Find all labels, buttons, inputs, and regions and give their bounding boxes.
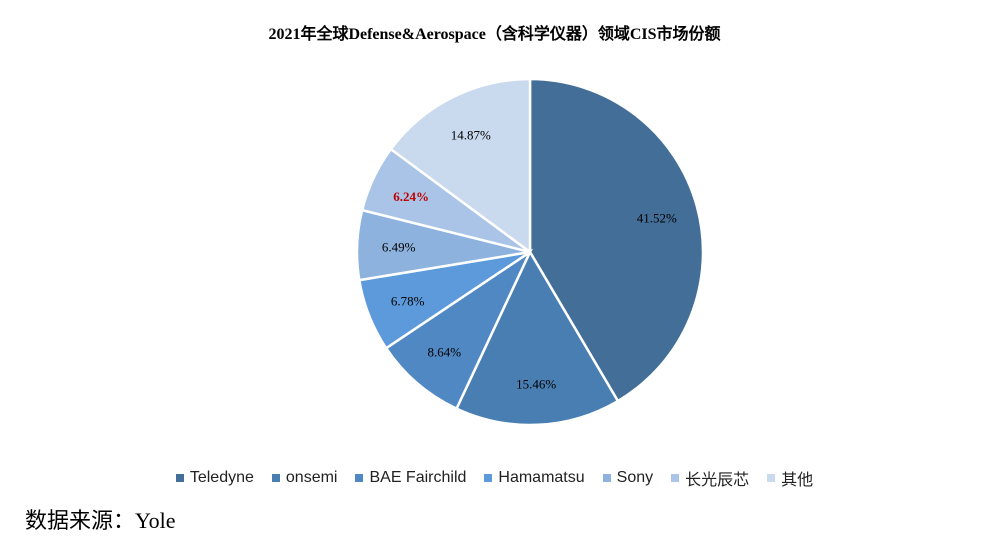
legend-item-5: 长光辰芯: [671, 466, 749, 490]
source-note: 数据来源：Yole: [25, 508, 176, 533]
legend-label-4: Sony: [616, 469, 654, 486]
legend-label-0: Teledyne: [189, 469, 254, 486]
legend-swatch-6: [767, 474, 776, 482]
legend-label-1: onsemi: [285, 469, 338, 486]
legend-label-5: 长光辰芯: [685, 472, 750, 489]
legend-item-2: BAE Fairchild: [355, 466, 466, 490]
pie-slice-label-1: 15.46%: [516, 376, 556, 391]
legend-swatch-4: [602, 474, 611, 482]
legend-swatch-5: [671, 474, 680, 482]
legend-label-3: Hamamatsu: [498, 469, 585, 486]
legend-item-6: 其他: [767, 466, 813, 490]
legend-swatch-0: [175, 474, 184, 482]
pie-slice-label-6: 14.87%: [451, 128, 491, 143]
legend-label-6: 其他: [781, 472, 814, 489]
legend-swatch-2: [355, 474, 364, 482]
legend-item-1: onsemi: [271, 466, 338, 490]
pie-slice-label-0: 41.52%: [637, 210, 677, 225]
chart-legend: Teledyne onsemi BAE Fairchild Hamamatsu Sony…: [0, 466, 989, 490]
pie-slice-6: [389, 77, 532, 255]
legend-item-3: Hamamatsu: [484, 466, 585, 490]
pie-slice-2: [384, 248, 534, 411]
pie-slice-label-4: 6.49%: [382, 240, 416, 255]
pie-slice-1: [454, 249, 620, 427]
legend-label-2: BAE Fairchild: [369, 469, 467, 486]
legend-item-0: Teledyne: [175, 466, 254, 490]
legend-item-4: Sony: [602, 466, 654, 490]
pie-slice-label-3: 6.78%: [391, 293, 425, 308]
legend-swatch-1: [271, 474, 280, 482]
legend-swatch-3: [484, 474, 493, 482]
chart-title: 2021年全球Defense&Aerospace（含科学仪器）领域CIS市场份额: [268, 26, 721, 43]
pie-slice-0: [528, 77, 705, 403]
pie-slice-label-2: 8.64%: [428, 345, 462, 360]
pie-slice-label-5: 6.24%: [393, 189, 429, 204]
